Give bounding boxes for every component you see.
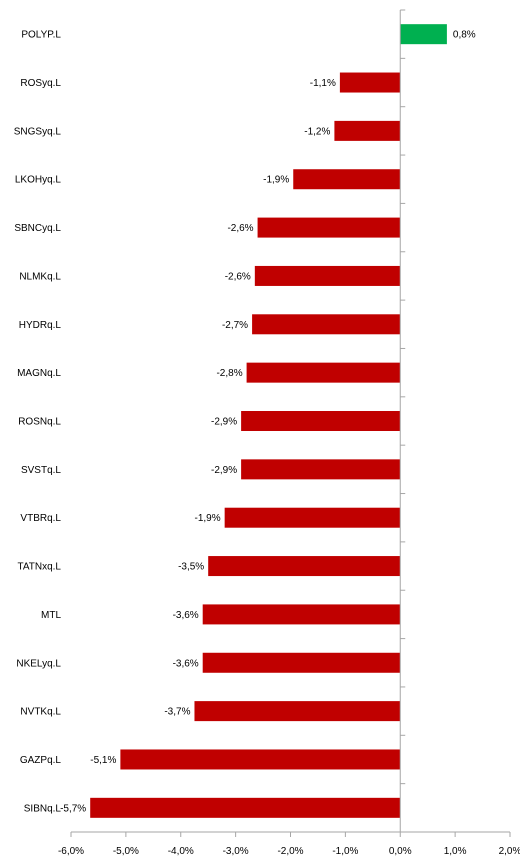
data-label: -1,1%	[310, 78, 336, 89]
bar-SBNCyq.L	[257, 217, 401, 238]
data-label: -2,6%	[227, 223, 253, 234]
x-tick-label: -5,0%	[113, 846, 139, 857]
data-label: -2,6%	[225, 271, 251, 282]
category-label: TATNxq.L	[17, 562, 61, 573]
category-label: GAZPq.L	[20, 755, 62, 766]
category-label: VTBRq.L	[20, 513, 61, 524]
category-label: SVSTq.L	[21, 465, 61, 476]
x-tick-label: -2,0%	[277, 846, 303, 857]
data-label: -2,7%	[222, 320, 248, 331]
bar-NLMKq.L	[254, 265, 401, 286]
category-label: MAGNq.L	[17, 368, 61, 379]
x-tick-label: 1,0%	[444, 846, 467, 857]
category-label: SBNCyq.L	[14, 223, 61, 234]
data-label: -2,8%	[216, 368, 242, 379]
data-label: -5,7%	[60, 803, 86, 814]
data-label: -3,5%	[178, 562, 204, 573]
bar-MTL	[202, 604, 401, 625]
x-tick-label: 2,0%	[499, 846, 520, 857]
bar-ROSNq.L	[241, 411, 401, 431]
data-label: -1,9%	[263, 175, 289, 186]
category-label: LKOHyq.L	[15, 175, 62, 186]
category-label: MTL	[41, 610, 61, 621]
bar-SIBNq.L	[90, 797, 401, 818]
category-label: NLMKq.L	[19, 271, 61, 282]
data-label: -5,1%	[90, 755, 116, 766]
category-label: NKELyq.L	[16, 658, 61, 669]
bar-SVSTq.L	[241, 459, 401, 480]
x-tick-label: -3,0%	[223, 846, 249, 857]
data-label: -2,9%	[211, 465, 237, 476]
bar-SNGSyq.L	[334, 120, 401, 141]
x-tick-label: 0,0%	[389, 846, 412, 857]
data-label: -2,9%	[211, 417, 237, 428]
bar-ROSyq.L	[339, 72, 401, 93]
data-label: -1,9%	[195, 513, 221, 524]
bar-POLYP.L	[400, 24, 447, 45]
x-tick-label: -4,0%	[168, 846, 194, 857]
data-label: 0,8%	[453, 30, 476, 41]
category-label: ROSNq.L	[18, 417, 61, 428]
bar-HYDRq.L	[252, 314, 401, 335]
data-label: -3,6%	[173, 658, 199, 669]
bar-MAGNq.L	[246, 362, 401, 383]
bar-NKELyq.L	[202, 652, 401, 673]
category-label: HYDRq.L	[19, 320, 62, 331]
bar-GAZPq.L	[120, 749, 401, 770]
category-label: SIBNq.L	[24, 803, 62, 814]
data-label: -3,7%	[164, 707, 190, 718]
category-label: POLYP.L	[21, 30, 61, 41]
x-tick-label: -1,0%	[332, 846, 358, 857]
category-label: ROSyq.L	[20, 78, 61, 89]
bar-TATNxq.L	[208, 556, 401, 577]
data-label: -1,2%	[304, 126, 330, 137]
x-tick-label: -6,0%	[58, 846, 84, 857]
category-label: NVTKq.L	[20, 707, 61, 718]
bar-NVTKq.L	[194, 701, 401, 722]
data-label: -3,6%	[173, 610, 199, 621]
bar-VTBRq.L	[224, 507, 401, 528]
category-label: SNGSyq.L	[14, 126, 62, 137]
bar-LKOHyq.L	[293, 169, 401, 190]
